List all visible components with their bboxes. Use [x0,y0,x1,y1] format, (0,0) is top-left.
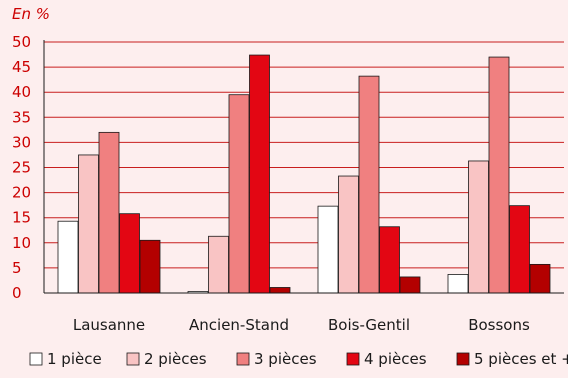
bar [317,205,339,294]
bar [447,274,469,294]
legend-swatch [456,352,470,366]
bar [78,154,99,294]
category-label: Bois-Gentil [328,316,410,334]
y-tick-label: 10 [12,234,31,252]
y-tick-label: 0 [12,284,22,302]
y-tick-label: 20 [12,184,31,202]
bar [379,226,400,294]
bar [399,276,421,294]
bars [57,54,551,294]
y-tick-label: 15 [12,209,31,227]
y-axis-ticks: 0 5 10 15 20 25 30 35 40 45 50 [12,33,31,302]
bar [269,287,291,294]
unit-label: En % [12,5,50,23]
x-axis-categories: Lausanne Ancien-Stand Bois-Gentil Bossons [73,316,530,334]
bar [228,94,250,294]
category-label: Ancien-Stand [189,316,289,334]
legend-label: 3 pièces [254,350,317,368]
bar [249,54,270,294]
legend-label: 5 pièces et + [474,350,568,368]
bar [57,220,79,294]
y-tick-label: 40 [12,83,31,101]
axes [43,40,564,294]
bar [488,56,510,294]
legend-swatch [236,352,250,366]
bar [98,131,120,294]
legend-label: 4 pièces [364,350,427,368]
y-tick-label: 45 [12,58,31,76]
bar [529,263,551,294]
y-tick-label: 35 [12,108,31,126]
bar [208,235,229,294]
bar [358,75,380,294]
legend-label: 1 pièce [47,350,102,368]
y-tick-label: 5 [12,259,22,277]
category-label: Lausanne [73,316,145,334]
category-label: Bossons [468,316,530,334]
bar [509,205,530,294]
y-tick-label: 50 [12,33,31,51]
legend: 1 pièce 2 pièces 3 pièces 4 pièces 5 pièces … [29,350,568,368]
legend-label: 2 pièces [144,350,207,368]
legend-swatch [346,352,360,366]
bar [468,160,489,294]
y-tick-label: 30 [12,133,31,151]
legend-swatch [29,352,43,366]
bar [338,175,359,294]
bar [119,213,140,294]
bar [139,239,161,294]
y-tick-label: 25 [12,159,31,177]
legend-swatch [126,352,140,366]
